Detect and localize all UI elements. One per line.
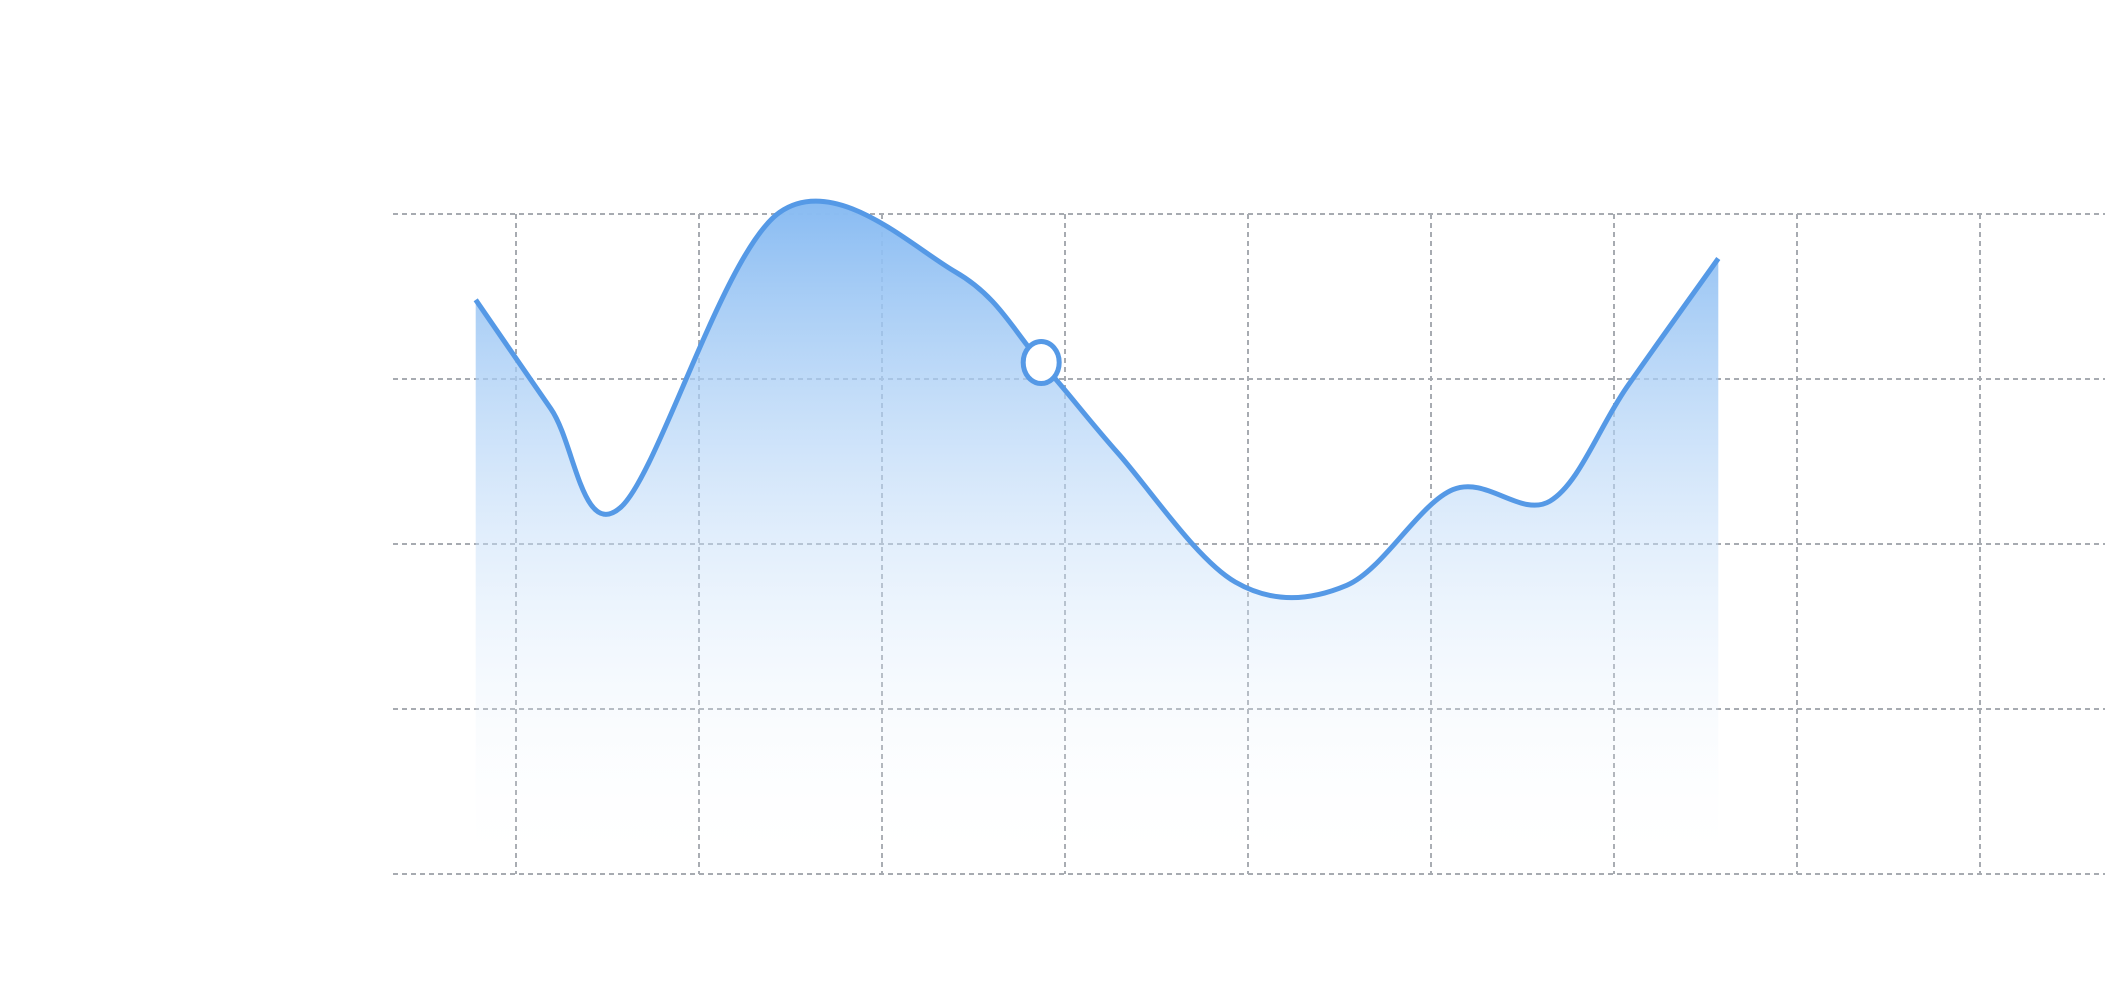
highlight-marker-layer (1020, 339, 1062, 386)
highlight-marker[interactable] (1020, 339, 1062, 386)
series-area-fill (475, 201, 1719, 874)
series-line (473, 198, 1721, 601)
